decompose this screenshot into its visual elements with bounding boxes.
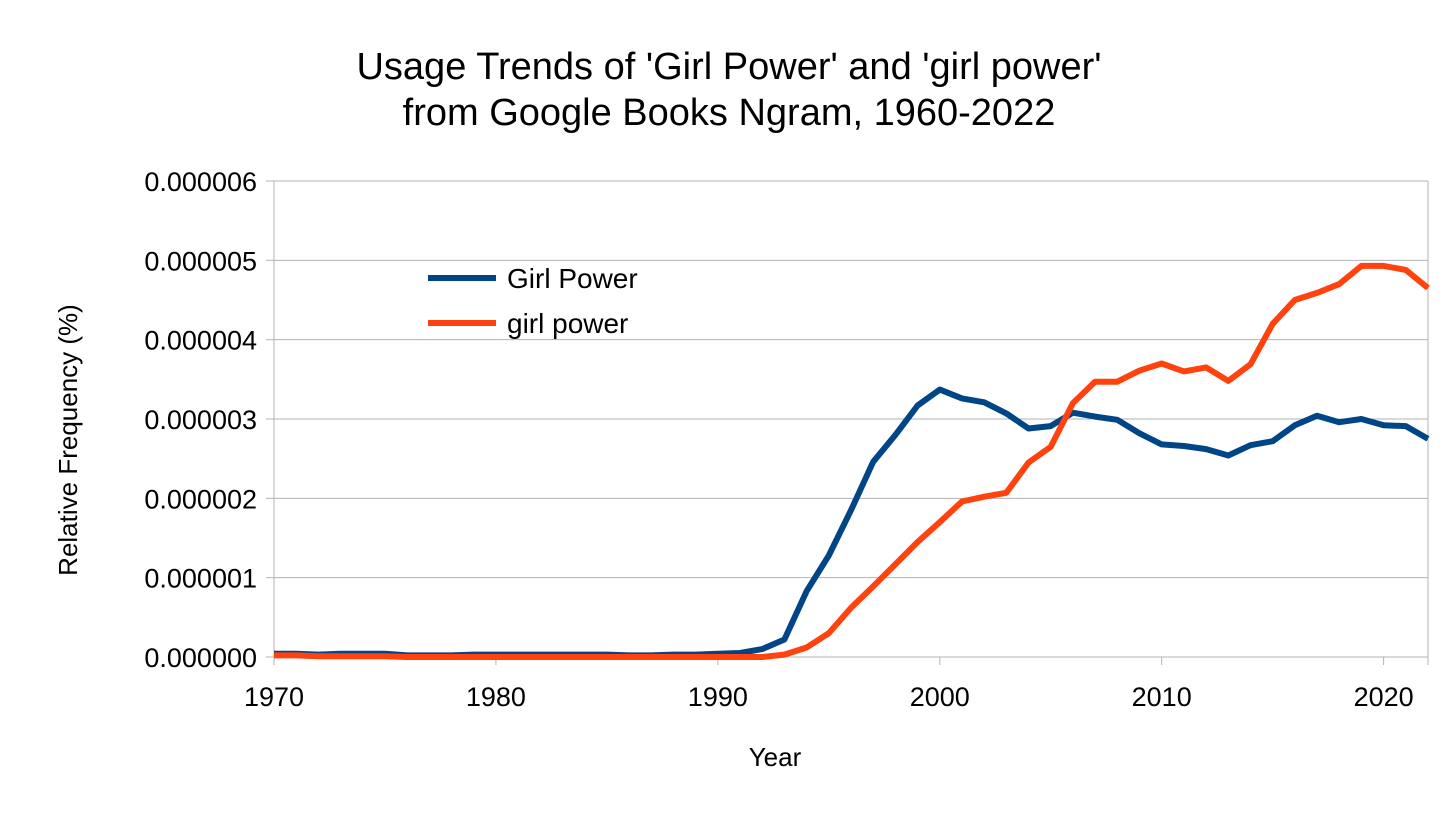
x-axis-label: Year — [749, 742, 802, 772]
y-tick-label: 0.000003 — [144, 405, 257, 435]
y-tick-label: 0.000001 — [144, 564, 257, 594]
x-tick-label: 2020 — [1354, 682, 1414, 712]
y-axis-ticks: 0.000000 0.000001 0.000002 0.000003 0.000004… — [144, 167, 274, 673]
chart-title-line-2: from Google Books Ngram, 1960-2022 — [403, 92, 1056, 134]
legend-label-girl-power-lowercase: girl power — [507, 308, 628, 339]
x-tick-label: 1970 — [244, 682, 304, 712]
x-tick-label: 2010 — [1132, 682, 1192, 712]
gridlines — [273, 180, 1429, 658]
y-tick-label: 0.000005 — [144, 246, 257, 276]
y-tick-label: 0.000004 — [144, 326, 257, 356]
x-axis-ticks: 1970 1980 1990 2000 2010 2020 — [244, 657, 1429, 712]
legend-label-girl-power-capitalized: Girl Power — [507, 263, 638, 294]
series-line-girl-power-capitalized — [274, 386, 1430, 659]
y-tick-label: 0.000000 — [144, 643, 257, 673]
y-tick-label: 0.000006 — [144, 167, 257, 197]
y-axis-label: Relative Frequency (%) — [53, 304, 83, 576]
x-tick-label: 1990 — [688, 682, 748, 712]
chart-title-line-1: Usage Trends of 'Girl Power' and 'girl p… — [356, 46, 1101, 88]
legend: Girl Power girl power — [428, 263, 638, 339]
x-tick-label: 1980 — [466, 682, 526, 712]
series-lines — [274, 262, 1430, 660]
series-line-girl-power-lowercase — [274, 262, 1430, 660]
x-tick-label: 2000 — [910, 682, 970, 712]
y-tick-label: 0.000002 — [144, 484, 257, 514]
